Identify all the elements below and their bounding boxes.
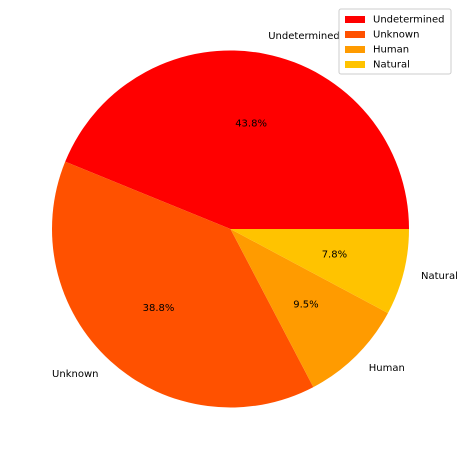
pct-label-natural: 7.8% <box>322 250 347 261</box>
legend-label-human: Human <box>373 45 409 56</box>
pct-label-unknown: 38.8% <box>143 303 175 314</box>
slice-label-unknown: Unknown <box>52 369 98 380</box>
legend-label-undetermined: Undetermined <box>373 15 445 26</box>
pie-slice-human <box>230 229 388 388</box>
slice-label-human: Human <box>369 363 405 374</box>
legend-swatch-undetermined <box>345 16 365 23</box>
pct-label-undetermined: 43.8% <box>235 118 267 129</box>
pie-slice-natural <box>230 229 409 314</box>
legend: Undetermined Unknown Human Natural <box>338 8 452 75</box>
legend-frame <box>338 8 452 75</box>
legend-swatch-human <box>345 46 365 53</box>
legend-swatch-unknown <box>345 31 365 38</box>
pie-slice-unknown <box>52 161 314 408</box>
legend-swatch-natural <box>345 61 365 68</box>
pct-label-human: 9.5% <box>293 300 318 311</box>
slice-label-natural: Natural <box>421 271 458 282</box>
pie-labels: 43.8% Undetermined 38.8% Unknown 9.5% Human 7.… <box>52 31 458 380</box>
pie-slice-undetermined <box>65 50 410 230</box>
legend-label-natural: Natural <box>373 60 410 71</box>
legend-label-unknown: Unknown <box>373 30 419 41</box>
slice-label-undetermined: Undetermined <box>268 31 340 42</box>
pie-slices <box>52 50 410 408</box>
